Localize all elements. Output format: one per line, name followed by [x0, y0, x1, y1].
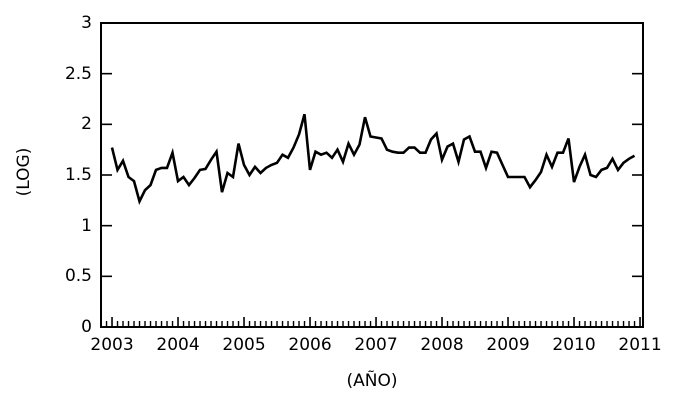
x-tick-label: 2004	[156, 335, 200, 355]
data-series-line	[110, 113, 636, 205]
x-tick-label: 2005	[222, 335, 266, 355]
x-axis-title: (AÑO)	[346, 371, 398, 391]
x-tick-label: 2008	[420, 335, 464, 355]
y-tick-label: 0.5	[64, 266, 92, 287]
y-tick-label: 2.5	[64, 63, 92, 84]
x-tick-label: 2011	[618, 335, 662, 355]
x-tick-label: 2009	[486, 335, 530, 355]
x-tick-label: 2003	[90, 335, 134, 355]
y-tick-label: 1.5	[64, 165, 92, 185]
x-tick-label: 2007	[354, 335, 398, 355]
y-tick-label: 3	[81, 13, 92, 33]
plot-border	[100, 22, 644, 328]
y-tick-label: 2	[81, 114, 92, 135]
y-tick-label: 1	[81, 215, 92, 236]
y-tick-label: 0	[81, 317, 92, 337]
x-tick-label: 2010	[552, 335, 596, 355]
x-tick-label: 2006	[288, 335, 332, 355]
